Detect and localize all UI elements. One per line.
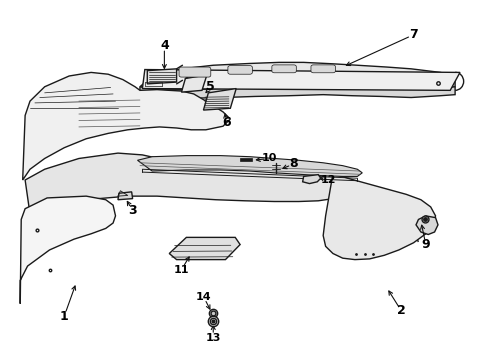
Text: 5: 5 xyxy=(206,80,215,93)
Polygon shape xyxy=(416,216,438,234)
Text: 2: 2 xyxy=(397,305,406,318)
Polygon shape xyxy=(203,89,236,110)
Text: 14: 14 xyxy=(196,292,211,302)
Polygon shape xyxy=(303,175,321,184)
FancyBboxPatch shape xyxy=(272,65,296,73)
Text: 8: 8 xyxy=(290,157,298,170)
Text: 6: 6 xyxy=(222,116,231,129)
Polygon shape xyxy=(143,69,460,90)
Polygon shape xyxy=(118,192,133,200)
Polygon shape xyxy=(25,153,347,214)
Polygon shape xyxy=(140,86,455,98)
Polygon shape xyxy=(181,75,207,92)
Text: 11: 11 xyxy=(174,265,189,275)
Text: 7: 7 xyxy=(409,28,418,41)
Text: 3: 3 xyxy=(128,204,137,217)
Polygon shape xyxy=(138,156,362,176)
Text: 9: 9 xyxy=(421,238,430,251)
Text: 4: 4 xyxy=(160,39,169,52)
Polygon shape xyxy=(23,72,230,180)
FancyBboxPatch shape xyxy=(311,65,335,73)
Text: 10: 10 xyxy=(262,153,277,163)
Text: 13: 13 xyxy=(205,333,221,343)
Text: 12: 12 xyxy=(320,175,336,185)
Polygon shape xyxy=(147,69,176,84)
Polygon shape xyxy=(240,158,252,161)
FancyBboxPatch shape xyxy=(179,67,211,77)
Text: 1: 1 xyxy=(60,310,69,323)
Polygon shape xyxy=(20,196,116,304)
Polygon shape xyxy=(323,174,436,260)
Polygon shape xyxy=(140,62,455,90)
FancyBboxPatch shape xyxy=(228,66,252,74)
Polygon shape xyxy=(169,237,240,260)
